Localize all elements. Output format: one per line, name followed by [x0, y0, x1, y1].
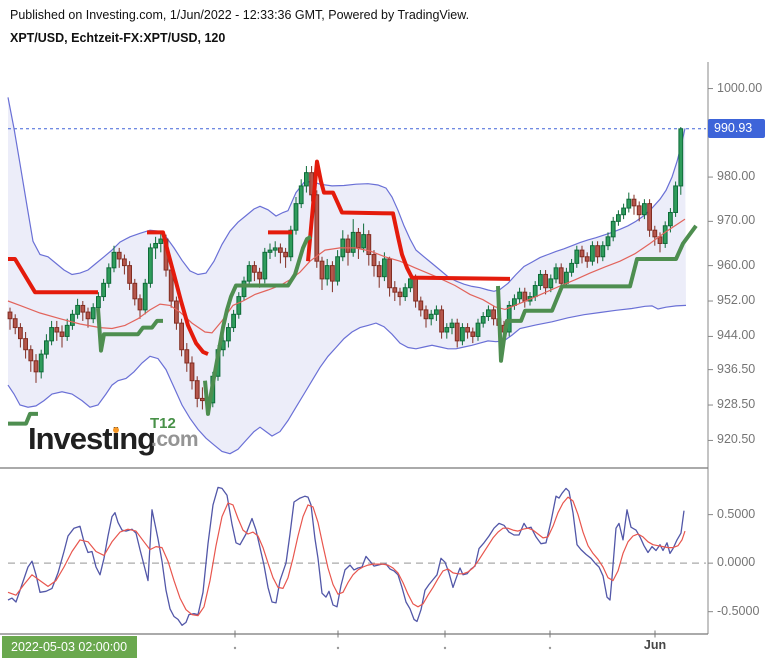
price-tick-label: 952.00	[717, 293, 756, 308]
price-tick-label: 970.00	[717, 213, 756, 228]
watermark-brand-text: Investing	[28, 421, 156, 456]
published-info-line: Published on Investing.com, 1/Jun/2022 -…	[10, 8, 470, 22]
green-trend-stop-line	[8, 224, 698, 426]
oscillator-signal-line	[7, 496, 686, 617]
time-axis-ticks	[233, 630, 656, 650]
watermark-domain-text: .com	[151, 428, 199, 451]
price-tick-label: 928.50	[717, 397, 756, 412]
logo-orange-dot-icon	[113, 427, 119, 433]
price-tick-label: 1000.00	[717, 80, 763, 95]
price-tick-label: 936.50	[717, 361, 756, 376]
time-tick-month-label: Jun	[643, 638, 667, 652]
bollinger-band-fill	[8, 97, 686, 454]
price-tick-label: 920.50	[717, 432, 756, 447]
oscillator-tick-label: 0.0000	[717, 555, 756, 570]
oscillator-main-line	[7, 486, 685, 626]
watermark-t12-text: T12	[150, 415, 176, 432]
chart-start-time-badge: 2022-05-03 02:00:00	[2, 636, 138, 658]
bollinger-upper-line	[7, 97, 686, 292]
price-tick-label: 960.00	[717, 257, 756, 272]
axes-frame	[0, 62, 709, 635]
oscillator-tick-label: -0.5000	[717, 603, 760, 618]
oscillator-tick-label: 0.5000	[717, 506, 756, 521]
bollinger-lower-line	[7, 304, 687, 455]
red-trend-stop-line	[8, 159, 511, 356]
price-tick-label: 944.00	[717, 328, 756, 343]
last-price-badge: 990.93	[708, 119, 765, 139]
sma-line	[7, 218, 686, 334]
price-tick-label: 980.00	[717, 169, 756, 184]
candlesticks	[7, 127, 684, 414]
price-axis-ticks	[708, 88, 713, 613]
investing-com-watermark: Investing T12 .com	[28, 415, 199, 457]
symbol-title: XPT/USD, Echtzeit-FX:XPT/USD, 120	[10, 31, 226, 45]
